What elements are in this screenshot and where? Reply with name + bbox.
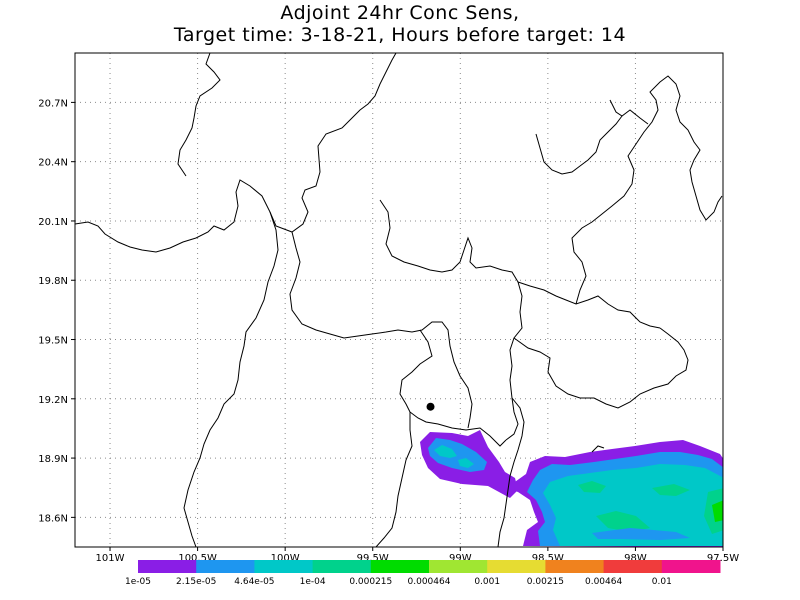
boundary-line-southeast <box>591 445 605 453</box>
boundary-line-north-west <box>75 53 397 253</box>
axes: 20.7N 20.4N 20.1N 19.8N 19.5N 19.2N 18.9N 18.6N… <box>38 98 739 564</box>
colorbar-label: 0.000464 <box>408 577 451 587</box>
boundary-line-northeast-4 <box>609 99 649 125</box>
colorbar-label: 1e-04 <box>300 577 326 587</box>
sensitivity-contour-east-1e-04-c <box>652 484 690 496</box>
colorbar-label: 1e-05 <box>125 577 151 587</box>
boundary-line-lower-west <box>375 412 413 547</box>
sensitivity-contour-west-5e-05 <box>434 445 457 458</box>
colorbar-label: 0.001 <box>474 577 500 587</box>
sensitivity-contour-west-5e-05-b <box>458 458 474 468</box>
colorbar-label: 0.00215 <box>527 577 564 587</box>
colorbar-swatch <box>429 560 488 573</box>
colorbar: 1e-05 2.15e-05 4.64e-05 1e-04 0.000215 0.0004… <box>125 560 721 587</box>
colorbar-swatch <box>603 560 663 573</box>
plot-frame <box>74 52 724 548</box>
colorbar-swatch <box>312 560 372 573</box>
target-point-marker <box>426 402 435 411</box>
sensitivity-contour-east-2e-04 <box>712 500 723 522</box>
y-tick-label: 18.6N <box>38 513 68 524</box>
colorbar-label: 0.00464 <box>585 577 622 587</box>
y-tick-label: 18.9N <box>38 454 68 465</box>
x-tick-label: 100.5W <box>178 553 217 564</box>
boundary-line-central-west <box>183 211 279 547</box>
boundary-line-valley <box>409 411 507 447</box>
sensitivity-contour-east-1e-04-b <box>596 511 650 532</box>
sensitivity-contour-east-strip <box>592 528 690 540</box>
boundary-line-northeast-2 <box>571 75 723 305</box>
x-tick-label: 99.5W <box>357 553 389 564</box>
x-tick-label: 99W <box>449 553 472 564</box>
boundary-line-central <box>289 231 473 429</box>
y-tick-label: 20.4N <box>38 158 68 169</box>
colorbar-swatch <box>661 560 721 573</box>
boundary-line-east-2 <box>497 397 525 547</box>
x-tick-label: 97.5W <box>707 553 739 564</box>
colorbar-label: 4.64e-05 <box>234 577 274 587</box>
colorbar-label: 2.15e-05 <box>176 577 216 587</box>
y-tick-label: 19.5N <box>38 336 68 347</box>
boundary-line-inner-mex <box>399 329 433 413</box>
boundary-line-east-1 <box>513 327 689 409</box>
y-tick-label: 19.8N <box>38 276 68 287</box>
boundary-line-northeast-3 <box>535 115 623 175</box>
colorbar-swatch <box>254 560 314 573</box>
x-tick-label: 98W <box>624 553 647 564</box>
colorbar-label: 0.000215 <box>349 577 392 587</box>
colorbar-swatch <box>370 560 430 573</box>
y-tick-label: 19.2N <box>38 395 68 406</box>
state-boundaries <box>75 53 723 547</box>
sensitivity-contour-east-1e-04 <box>578 481 606 493</box>
colorbar-swatch <box>196 560 255 573</box>
y-tick-label: 20.1N <box>38 217 68 228</box>
colorbar-swatch <box>138 560 197 573</box>
x-tick-label: 101W <box>96 553 125 564</box>
y-tick-label: 20.7N <box>38 98 68 109</box>
sensitivity-field <box>420 430 723 547</box>
colorbar-label: 0.01 <box>652 577 672 587</box>
map-title-line-2: Target time: 3-18-21, Hours before targe… <box>173 24 627 46</box>
x-tick-label: 100W <box>271 553 300 564</box>
boundary-line-north-loop <box>177 53 221 177</box>
colorbar-swatch <box>545 560 605 573</box>
x-tick-label: 98.5W <box>532 553 564 564</box>
colorbar-swatch <box>487 560 546 573</box>
boundary-line-northeast <box>517 281 661 329</box>
map-title-line-1: Adjoint 24hr Conc Sens, <box>280 2 520 24</box>
boundary-line-north-central <box>379 199 523 441</box>
